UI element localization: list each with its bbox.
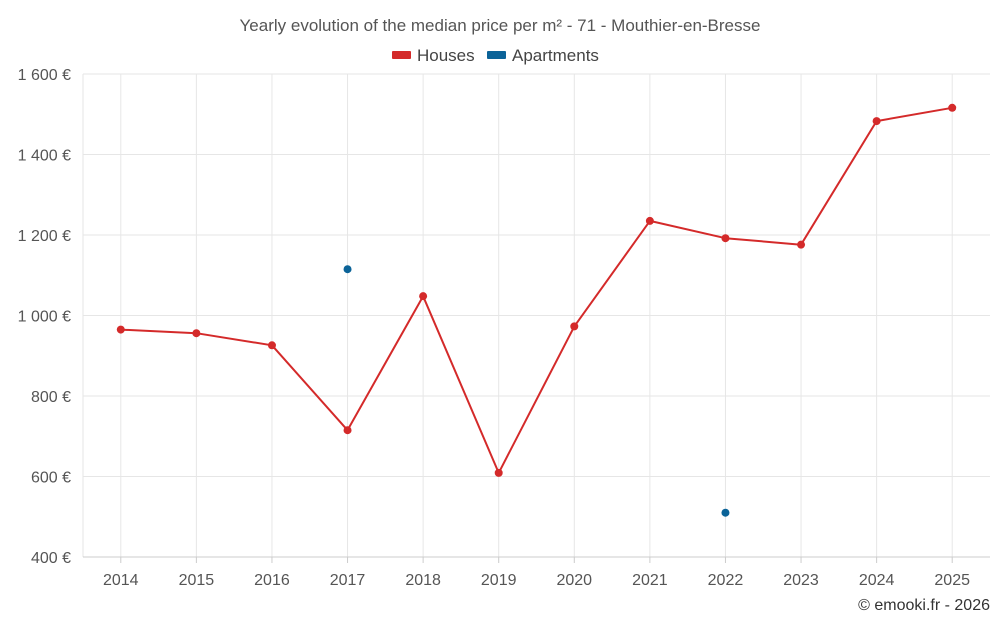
x-tick-label: 2014 <box>103 572 139 589</box>
y-tick-label: 1 600 € <box>18 67 71 84</box>
y-tick-label: 1 400 € <box>18 148 71 165</box>
legend-label: Apartments <box>512 46 599 65</box>
x-tick-label: 2024 <box>859 572 895 589</box>
x-tick-label: 2023 <box>783 572 819 589</box>
x-tick-label: 2019 <box>481 572 517 589</box>
axes: 400 € 600 € 800 € 1 000 € 1 200 € 1 400 € 1 60… <box>18 67 990 589</box>
legend-label: Houses <box>417 46 475 65</box>
y-tick-label: 1 000 € <box>18 309 71 326</box>
grid <box>82 73 990 557</box>
data-point[interactable] <box>419 292 428 301</box>
series-houses <box>116 103 957 477</box>
data-point[interactable] <box>494 468 503 477</box>
chart-title: Yearly evolution of the median price per… <box>240 16 761 35</box>
data-point[interactable] <box>721 508 730 517</box>
legend-swatch <box>392 51 411 59</box>
x-tick-label: 2017 <box>330 572 366 589</box>
data-point[interactable] <box>872 117 881 126</box>
series-line <box>120 106 953 474</box>
data-point[interactable] <box>343 265 352 274</box>
y-tick-label: 400 € <box>31 550 71 567</box>
series-apartments <box>343 265 730 517</box>
credit-text: © emooki.fr - 2026 <box>858 597 990 614</box>
y-tick-label: 1 200 € <box>18 228 71 245</box>
x-tick-label: 2022 <box>708 572 744 589</box>
data-point[interactable] <box>721 234 730 243</box>
x-tick-label: 2015 <box>179 572 215 589</box>
data-point[interactable] <box>570 322 579 331</box>
data-point[interactable] <box>343 426 352 435</box>
data-point[interactable] <box>645 216 654 225</box>
x-tick-label: 2016 <box>254 572 290 589</box>
y-tick-label: 800 € <box>31 389 71 406</box>
x-tick-label: 2021 <box>632 572 668 589</box>
series-layer <box>116 103 957 517</box>
x-tick-label: 2025 <box>934 572 970 589</box>
x-tick-label: 2020 <box>556 572 592 589</box>
legend-swatch <box>487 51 506 59</box>
data-point[interactable] <box>948 103 957 112</box>
data-point[interactable] <box>267 341 276 350</box>
y-tick-label: 600 € <box>31 470 71 487</box>
data-point[interactable] <box>797 240 806 249</box>
data-point[interactable] <box>192 329 201 338</box>
data-point[interactable] <box>116 325 125 334</box>
legend-item-apartments[interactable]: Apartments <box>487 46 599 65</box>
legend: Houses Apartments <box>392 46 599 65</box>
legend-item-houses[interactable]: Houses <box>392 46 475 65</box>
x-tick-label: 2018 <box>405 572 441 589</box>
